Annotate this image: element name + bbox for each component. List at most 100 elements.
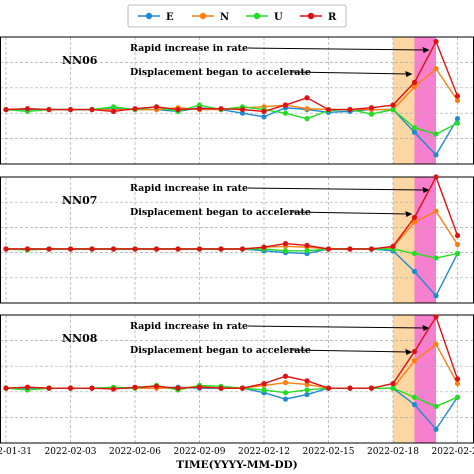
annotation-arrowhead [405, 71, 413, 77]
panel-nn06: NN06 Rapid increase in rate Displacement b… [0, 36, 474, 165]
data-point-r [411, 348, 418, 355]
data-point-u [454, 120, 461, 126]
data-point-r [153, 383, 160, 389]
data-point-e [411, 402, 418, 408]
x-axis: 2022-01-31 2022-02-03 2022-02-06 2022-02-09… [0, 447, 474, 457]
data-point-r [390, 380, 396, 387]
data-point-r [218, 246, 224, 252]
data-point-e [411, 129, 418, 135]
data-point-r [325, 385, 332, 391]
annotation-arrowhead [405, 211, 413, 217]
data-point-n [411, 84, 418, 90]
data-point-r [67, 246, 74, 252]
legend-label-n: N [220, 12, 229, 23]
data-point-u [261, 387, 267, 393]
data-point-e [433, 426, 439, 432]
data-point-r [132, 384, 138, 390]
annotation-accelerate: Displacement began to accelerate [130, 345, 311, 356]
data-point-n [433, 208, 439, 214]
panel-nn07: NN07 Rapid increase in rate Displacement b… [0, 174, 474, 304]
shaded-region-accelerate [393, 177, 415, 303]
data-point-u [282, 248, 289, 254]
data-point-r [390, 102, 396, 108]
data-point-r [132, 246, 138, 252]
data-point-n [454, 97, 461, 104]
data-point-e [239, 110, 246, 116]
data-point-e [282, 396, 289, 402]
data-point-n [433, 66, 439, 72]
data-point-n [411, 358, 418, 364]
data-point-r [196, 384, 203, 390]
data-point-r [390, 243, 396, 249]
data-point-r [89, 246, 95, 252]
data-point-n [433, 341, 439, 347]
data-point-r [3, 106, 9, 113]
annotation-accelerate: Displacement began to accelerate [130, 207, 311, 218]
data-point-e [304, 391, 310, 398]
shaded-region-rapid-increase [414, 37, 436, 164]
data-point-e [261, 114, 267, 120]
x-tick-label: 2022-02-03 [45, 447, 97, 457]
annotation-arrowhead [422, 325, 430, 331]
x-tick-label: 2022-01-31 [0, 447, 32, 457]
data-point-r [153, 104, 160, 110]
data-point-u [411, 394, 418, 400]
data-point-r [46, 106, 52, 113]
annotation-arrowhead [422, 187, 430, 193]
data-point-n [411, 219, 418, 225]
data-point-u [110, 104, 117, 110]
data-point-r [261, 380, 267, 387]
legend-box [127, 4, 347, 28]
shaded-region-accelerate [393, 37, 415, 164]
data-point-r [304, 378, 310, 384]
x-tick-label: 2022-02-15 [303, 447, 355, 457]
series-line-e [6, 386, 459, 431]
data-point-e [433, 293, 439, 299]
annotation-accelerate: Displacement began to accelerate [130, 67, 311, 78]
station-label: NN07 [62, 194, 97, 207]
annotation-arrow [247, 187, 426, 191]
x-axis-label: TIME(YYYY-MM-DD) [176, 459, 297, 471]
data-point-n [304, 106, 310, 112]
data-point-r [239, 385, 246, 391]
data-point-u [433, 255, 439, 261]
data-point-r [433, 38, 439, 45]
data-point-r [196, 246, 203, 252]
data-point-r [282, 241, 289, 247]
data-point-r [110, 386, 117, 392]
data-point-u [304, 387, 310, 393]
data-point-r [67, 385, 74, 391]
data-point-r [110, 108, 117, 114]
annotation-arrow [247, 47, 426, 51]
panel-nn08: NN08 Rapid increase in rate Displacement b… [0, 314, 474, 444]
data-point-r [89, 106, 95, 113]
legend-marker-r [307, 12, 315, 20]
data-point-r [347, 246, 353, 252]
legend-marker-e [145, 12, 153, 20]
annotation-arrow [247, 325, 426, 329]
series-line-r [5, 39, 459, 113]
data-point-r [175, 385, 181, 391]
data-point-r [347, 385, 353, 391]
data-point-r [325, 246, 332, 252]
data-point-r [261, 108, 267, 114]
data-point-u [196, 102, 203, 108]
data-point-u [304, 248, 310, 254]
data-point-u [390, 106, 396, 113]
data-point-e [411, 268, 418, 275]
annotation-arrow [291, 349, 409, 353]
data-point-r [454, 376, 461, 382]
data-point-r [24, 246, 31, 252]
legend-marker-n [199, 12, 207, 20]
series-line-r [6, 175, 459, 250]
legend-label-u: U [274, 12, 283, 23]
series-line-r [5, 315, 459, 390]
annotation-arrow [291, 71, 409, 75]
x-tick-label: 2022-02-21 [432, 447, 474, 457]
series-line-e [6, 107, 459, 157]
data-point-r [110, 246, 117, 252]
x-tick-label: 2022-02-12 [238, 447, 290, 457]
data-point-r [304, 95, 310, 101]
data-point-n [282, 380, 289, 386]
